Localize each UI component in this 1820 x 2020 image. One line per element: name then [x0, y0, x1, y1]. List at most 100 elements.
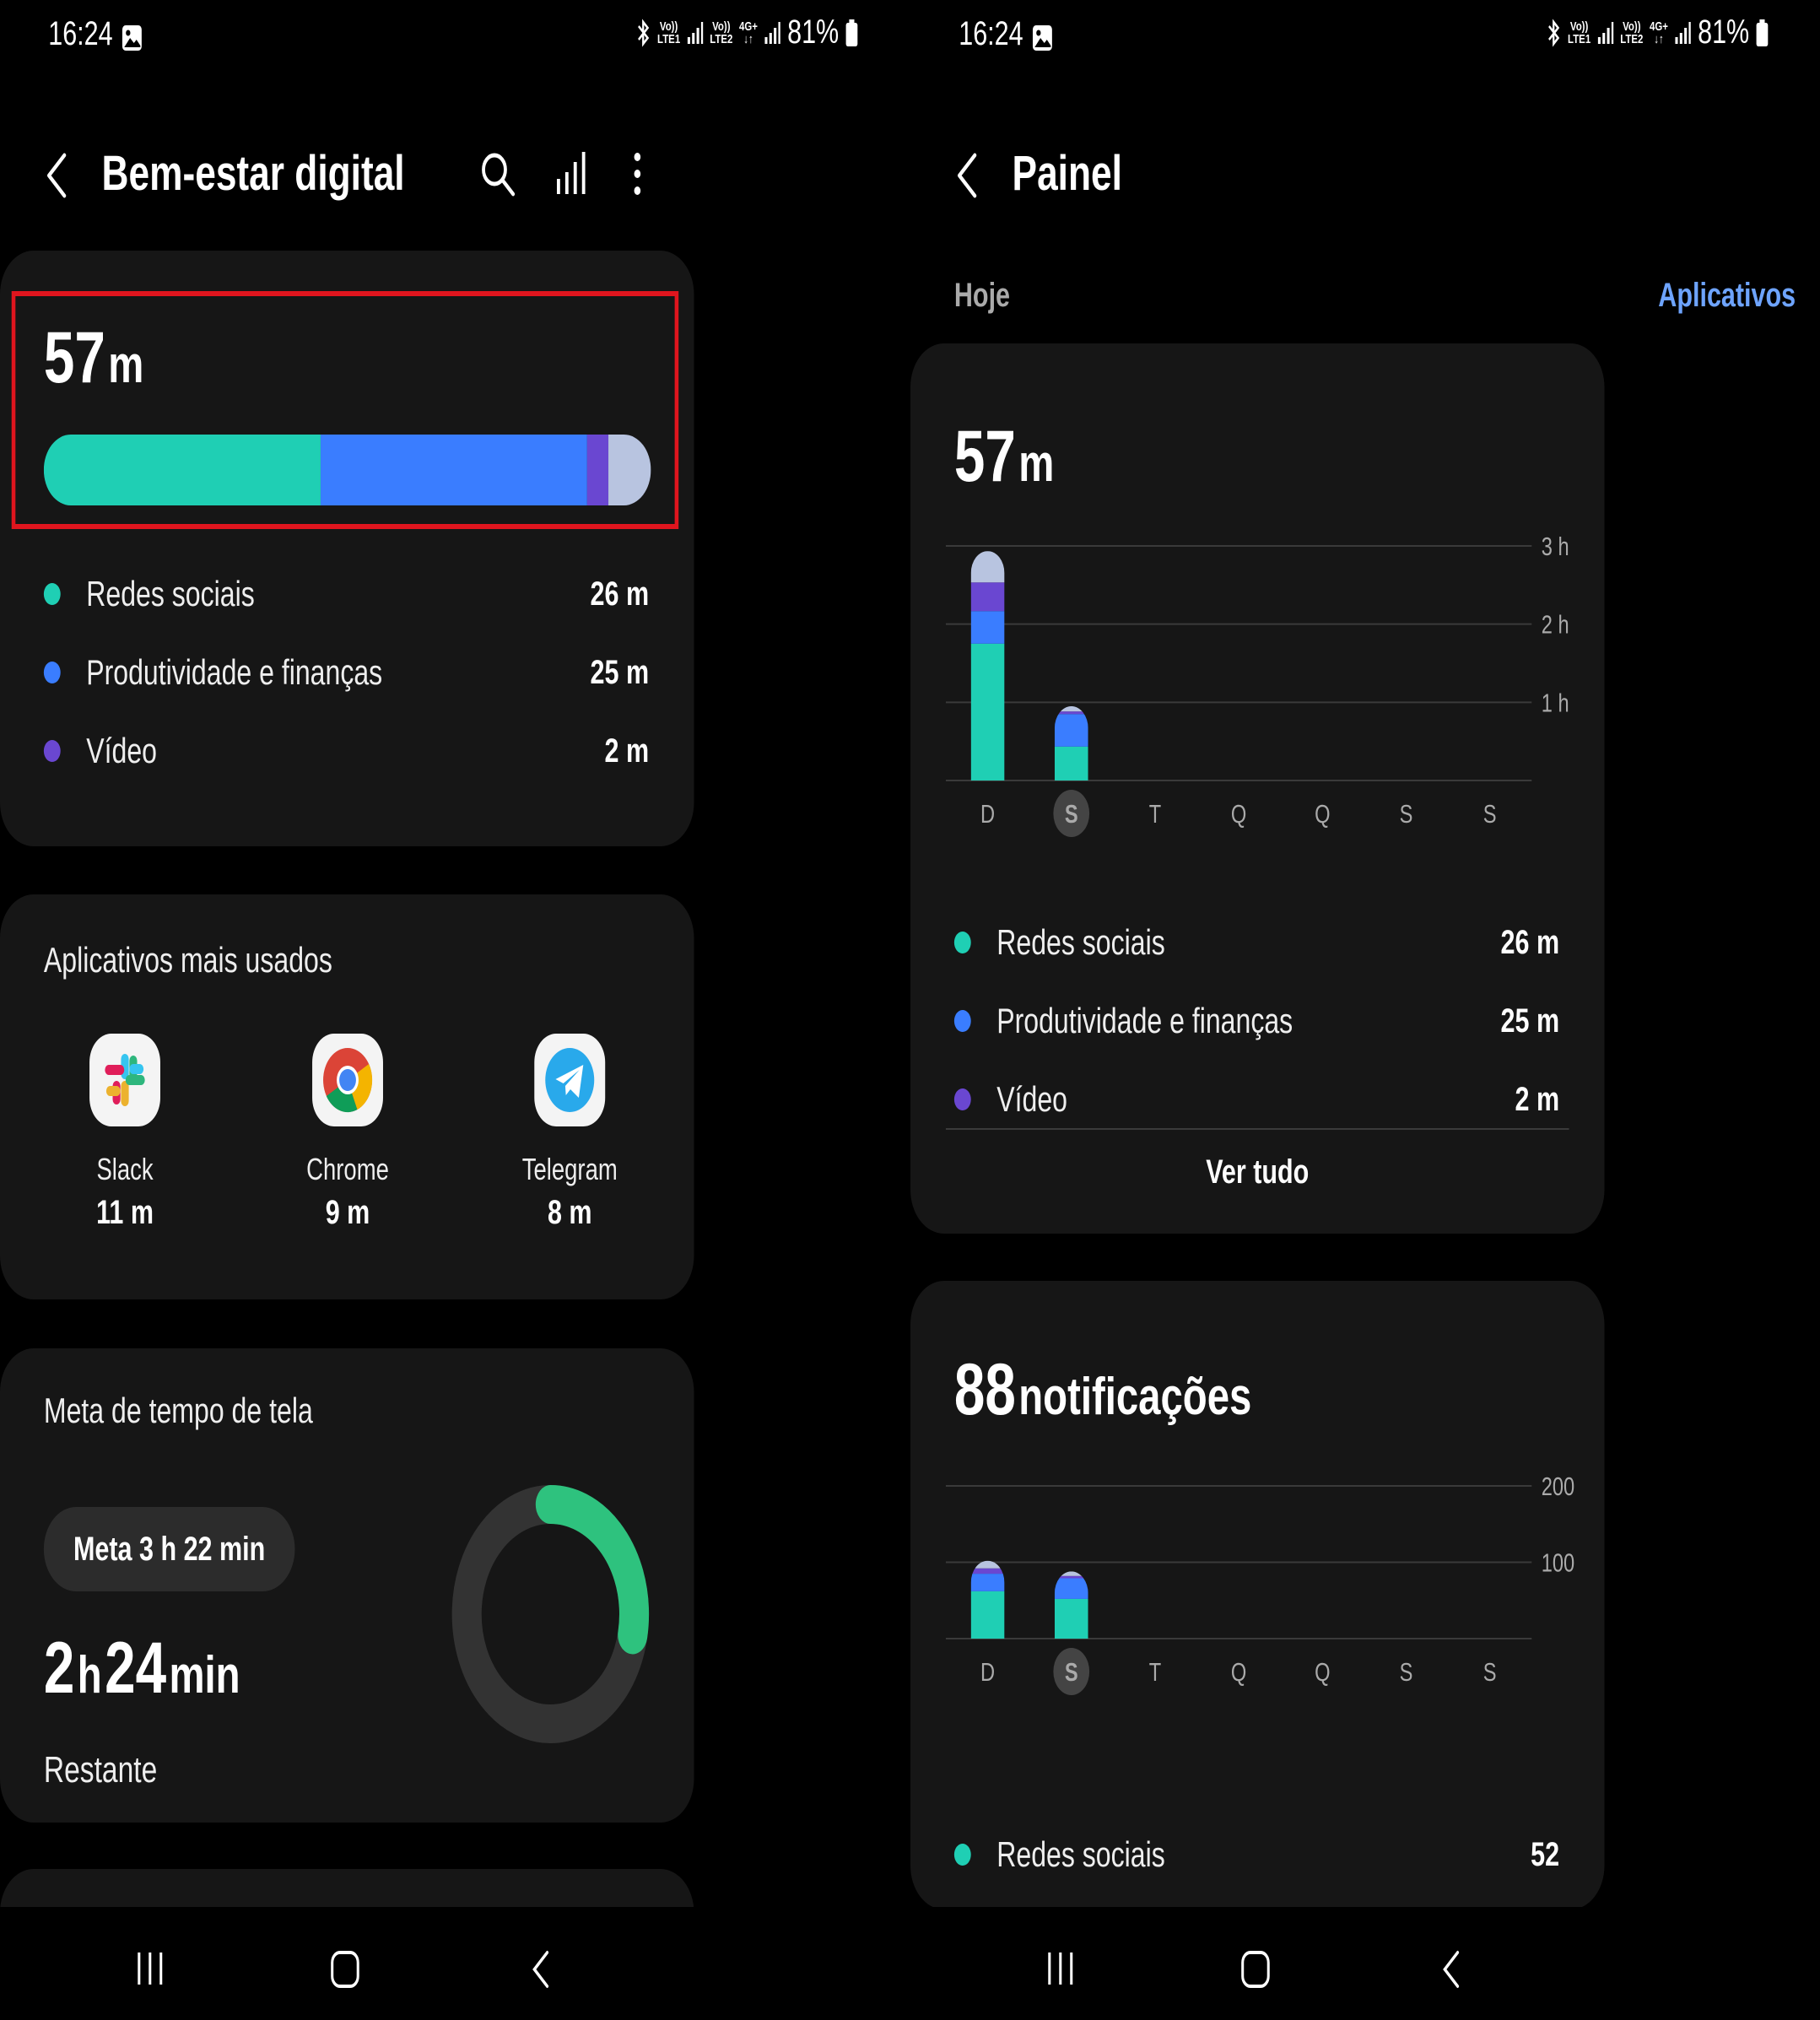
bar-segment — [1054, 711, 1088, 715]
apps-link[interactable]: Aplicativos — [1658, 277, 1796, 314]
day-label[interactable]: T — [1149, 799, 1162, 829]
bar-stack[interactable] — [970, 551, 1005, 780]
social-color-dot — [953, 1844, 971, 1866]
productivity-color-dot — [43, 662, 61, 683]
usage-total: 57 m — [44, 316, 143, 400]
status-bar: 16:24 Vo)) LTE1 Vo)) LTE2 4G+ ↓↑ 81% — [910, 0, 1820, 84]
category-row-productivity[interactable]: Produtividade e finanças 25 m — [953, 996, 1560, 1046]
y-tick-label: 3 h — [1542, 532, 1569, 561]
category-label: Redes sociais — [996, 922, 1165, 962]
home-icon[interactable] — [330, 1949, 361, 1990]
recent-apps-icon[interactable] — [1045, 1949, 1075, 1988]
day-label[interactable]: T — [1149, 1657, 1162, 1687]
back-icon[interactable] — [44, 152, 70, 199]
nav-back-icon[interactable] — [531, 1949, 550, 1990]
bluetooth-icon — [638, 18, 650, 47]
highlight-frame — [11, 291, 679, 529]
app-name: Chrome — [306, 1152, 389, 1186]
network-type-label: 4G+ — [1650, 19, 1669, 34]
app-chrome[interactable]: Chrome 9 m — [284, 1034, 413, 1232]
page-title: Bem-estar digital — [101, 146, 405, 201]
status-time: 16:24 — [959, 15, 1023, 52]
more-vert-icon[interactable] — [631, 150, 644, 197]
bar-chart-icon[interactable] — [555, 150, 587, 197]
day-label[interactable]: Q — [1315, 1657, 1330, 1687]
bar-stack[interactable] — [1054, 1571, 1088, 1639]
see-all-button[interactable]: Ver tudo — [1206, 1153, 1310, 1191]
day-label[interactable]: D — [980, 799, 995, 829]
bar-stack[interactable] — [1054, 705, 1088, 780]
app-telegram[interactable]: Telegram 8 m — [505, 1034, 635, 1232]
sim1-volte-label: Vo)) — [1569, 19, 1589, 34]
category-row-video[interactable]: Vídeo 2 m — [43, 726, 650, 776]
page-title: Painel — [1012, 146, 1122, 201]
home-icon[interactable] — [1240, 1949, 1272, 1990]
category-value: 2 m — [604, 732, 650, 770]
category-value: 26 m — [1500, 923, 1560, 961]
day-label[interactable]: Q — [1231, 1657, 1246, 1687]
bar-stack[interactable] — [970, 1560, 1005, 1639]
sim2-network-label: LTE2 — [1620, 31, 1644, 46]
search-icon[interactable] — [479, 150, 516, 197]
minutes-unit: min — [169, 1646, 240, 1704]
usage-chart-card: 57 m 3 h 2 h 1 h D S T Q Q S S Redes sociais 26 m… — [910, 343, 1605, 1234]
notif-category-row-social[interactable]: Redes sociais 52 — [953, 1829, 1560, 1880]
remaining-label: Restante — [43, 1749, 158, 1790]
bluetooth-icon — [1548, 18, 1560, 47]
social-color-dot — [43, 583, 61, 605]
day-label[interactable]: Q — [1231, 799, 1246, 829]
notifications-card: 88 notificações 200 100 D S T Q Q S S Redes soci… — [910, 1281, 1605, 1909]
gallery-notification-icon — [1032, 25, 1052, 51]
day-label[interactable]: S — [1065, 1657, 1078, 1687]
gallery-notification-icon — [122, 25, 142, 51]
app-time: 9 m — [325, 1194, 370, 1231]
category-value: 25 m — [1500, 1002, 1560, 1040]
bar-segment — [970, 582, 1005, 612]
recent-apps-icon[interactable] — [135, 1949, 165, 1988]
bar-segment — [970, 1560, 1005, 1569]
category-row-social[interactable]: Redes sociais 26 m — [953, 917, 1560, 968]
sim1-network-label: LTE1 — [657, 31, 681, 46]
day-label[interactable]: S — [1065, 799, 1078, 829]
status-time: 16:24 — [48, 15, 113, 52]
goal-title: Meta de tempo de tela — [43, 1391, 313, 1430]
day-label[interactable]: S — [1400, 799, 1413, 829]
goal-remaining: 2 h 24 min — [44, 1627, 240, 1710]
usage-total: 57 m — [954, 415, 1054, 499]
nav-back-icon[interactable] — [1441, 1949, 1461, 1990]
notifications-number: 88 — [953, 1349, 1016, 1430]
bar-segment — [1054, 705, 1088, 712]
bar-segment — [1054, 1571, 1088, 1576]
day-label[interactable]: S — [1400, 1657, 1413, 1687]
signal-icon — [1597, 21, 1613, 44]
usage-bar-segment-social — [43, 435, 321, 505]
category-row-social[interactable]: Redes sociais 26 m — [43, 569, 650, 619]
sim1-network-label: LTE1 — [1568, 31, 1591, 46]
day-label[interactable]: S — [1483, 799, 1497, 829]
network-type-label: 4G+ — [739, 19, 759, 34]
notifications-total: 88 notificações — [954, 1348, 1251, 1432]
battery-icon — [1756, 19, 1769, 46]
category-value: 52 — [1531, 1835, 1560, 1873]
day-label[interactable]: D — [980, 1657, 995, 1687]
sim1-volte-label: Vo)) — [659, 19, 678, 34]
day-label[interactable]: S — [1483, 1657, 1497, 1687]
goal-badge[interactable]: Meta 3 h 22 min — [43, 1507, 295, 1591]
category-value: 26 m — [590, 575, 650, 613]
usage-card[interactable]: 57 m Redes sociais 26 m Produtividade e … — [0, 251, 694, 846]
usage-total-number: 57 — [953, 416, 1016, 497]
notifications-label: notificações — [1018, 1368, 1252, 1426]
app-slack[interactable]: Slack 11 m — [61, 1034, 190, 1232]
video-color-dot — [43, 740, 61, 762]
back-icon[interactable] — [954, 152, 980, 199]
screen-time-goal-card[interactable]: Meta de tempo de tela Meta 3 h 22 min 2 … — [0, 1348, 694, 1823]
category-row-video[interactable]: Vídeo 2 m — [953, 1074, 1559, 1125]
divider — [945, 1128, 1569, 1130]
bar-segment — [970, 643, 1005, 780]
day-label[interactable]: Q — [1315, 799, 1330, 829]
app-time: 11 m — [96, 1194, 154, 1231]
chrome-icon — [312, 1034, 383, 1126]
selected-day-marker — [1053, 1648, 1090, 1695]
goal-progress-arc — [451, 1485, 650, 1743]
category-row-productivity[interactable]: Produtividade e finanças 25 m — [43, 647, 649, 698]
